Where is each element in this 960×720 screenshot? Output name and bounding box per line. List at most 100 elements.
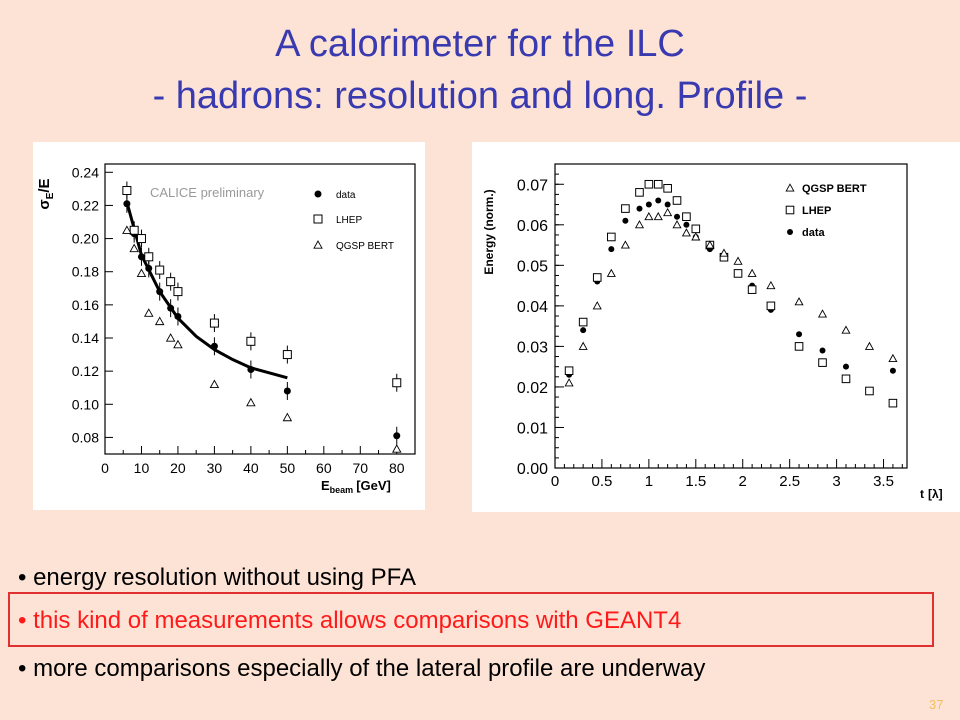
y-tick-label: 0.04: [517, 299, 548, 316]
data-point-lhep: [691, 224, 701, 234]
data-point-qgsp-bert: [606, 268, 616, 277]
data-point-data: [889, 367, 896, 374]
data-point-lhep: [653, 179, 663, 189]
data-point-lhep: [794, 342, 804, 351]
data-point-lhep: [173, 287, 183, 297]
data-point-lhep: [663, 184, 672, 193]
data-point-lhep: [818, 358, 827, 367]
data-point-data: [819, 347, 826, 354]
legend-marker: [314, 190, 322, 198]
y-tick-label: 0.10: [72, 396, 99, 412]
data-point-qgsp-bert: [794, 297, 804, 306]
data-point-data: [393, 432, 401, 440]
data-point-lhep: [841, 374, 851, 384]
legend-label: QGSP BERT: [802, 183, 867, 195]
data-point-data: [636, 205, 643, 212]
data-point-data: [167, 304, 175, 312]
legend-label: LHEP: [802, 205, 831, 217]
data-point-lhep: [672, 196, 682, 205]
data-point-qgsp-bert: [705, 240, 715, 249]
x-tick-label: 40: [243, 460, 259, 476]
data-point-data: [674, 213, 681, 220]
y-tick-label: 0.12: [72, 363, 99, 379]
data-point-qgsp-bert: [143, 308, 154, 317]
x-tick-label: 1: [645, 473, 653, 490]
data-point-lhep: [166, 277, 176, 287]
y-tick-label: 0.20: [72, 231, 99, 247]
plot-frame: [554, 163, 908, 469]
svg-text:t[λ]: t [λ]: [920, 487, 943, 501]
annotation-label: CALICE preliminary: [150, 185, 265, 200]
data-point-data: [796, 331, 803, 338]
data-point-qgsp-bert: [578, 341, 588, 350]
y-tick-label: 0.18: [72, 264, 99, 280]
legend-label: QGSP BERT: [336, 241, 394, 252]
x-tick-label: 0: [551, 473, 559, 490]
data-point-lhep: [747, 285, 757, 294]
fit-curve: [125, 201, 288, 380]
svg-text:σE/E: σE/E: [36, 178, 56, 209]
data-point-qgsp-bert: [282, 412, 293, 422]
x-tick-label: 80: [389, 460, 405, 476]
data-point-lhep: [144, 252, 154, 262]
data-point-qgsp-bert: [841, 325, 851, 334]
data-point-qgsp-bert: [691, 232, 701, 241]
data-point-qgsp-bert: [129, 243, 139, 253]
bullet-item: • more comparisons especially of the lat…: [18, 655, 706, 682]
data-point-qgsp-bert: [719, 248, 729, 257]
data-point-lhep: [392, 378, 402, 388]
data-point-data: [645, 201, 652, 208]
data-point-qgsp-bert: [634, 220, 645, 229]
bullet-item-highlighted: • this kind of measurements allows compa…: [18, 607, 682, 634]
data-point-data: [608, 246, 615, 253]
plot-frame: [104, 163, 416, 455]
data-point-data: [137, 253, 145, 261]
data-point-data: [842, 363, 849, 370]
x-tick-label: 20: [170, 460, 186, 476]
data-point-lhep: [865, 386, 874, 396]
legend-marker: [785, 183, 795, 192]
legend-marker: [785, 205, 795, 215]
data-point-qgsp-bert: [173, 339, 183, 349]
y-axis-label: σE/E: [36, 178, 56, 209]
y-tick-label: 0.02: [517, 380, 548, 397]
y-tick-label: 0.14: [72, 330, 99, 346]
legend-label: data: [802, 227, 826, 239]
x-tick-label: 60: [316, 460, 332, 476]
x-tick-label: 0: [101, 460, 109, 476]
x-tick-label: 3.5: [873, 473, 894, 490]
data-point-lhep: [578, 317, 588, 327]
data-point-qgsp-bert: [644, 211, 654, 221]
data-point-qgsp-bert: [766, 280, 776, 290]
data-point-lhep: [129, 225, 139, 235]
x-axis-label: Ebeam [GeV]: [321, 478, 391, 495]
y-tick-label: 0.03: [517, 339, 548, 356]
data-point-lhep: [888, 398, 898, 408]
data-point-data: [247, 365, 255, 373]
legend-marker: [313, 240, 323, 249]
data-point-qgsp-bert: [592, 301, 602, 310]
data-point-lhep: [621, 204, 630, 213]
data-point-lhep: [635, 188, 644, 197]
legend-label: LHEP: [336, 215, 362, 226]
resolution-chart: 0 10 20 30 40 50 60 70 80 0.08 0.10 0.12 0.14 0.16 0.1…: [33, 142, 425, 510]
data-point-qgsp-bert: [817, 309, 828, 318]
data-point-lhep: [282, 350, 292, 360]
x-tick-label: 1.5: [685, 473, 706, 490]
y-tick-label: 0.08: [72, 429, 99, 445]
data-point-qgsp-bert: [564, 378, 574, 387]
x-tick-label: 2.5: [779, 473, 800, 490]
highlight-box: [8, 592, 934, 647]
data-point-data: [123, 200, 131, 208]
data-point-lhep: [644, 179, 654, 189]
y-tick-label: 0.16: [72, 297, 99, 313]
data-point-data: [156, 288, 164, 296]
data-point-lhep: [122, 186, 132, 196]
longitudinal-profile-chart: 0 0.5 1 1.5 2 2.5 3 3.5 0.00 0.01 0.02 0.03 0.04 0.05…: [472, 142, 960, 512]
svg-text:Ebeam[GeV]: Ebeam [GeV]: [321, 478, 391, 495]
data-point-qgsp-bert: [733, 256, 743, 265]
data-point-data: [683, 221, 690, 228]
y-tick-label: 0.01: [517, 420, 548, 437]
data-point-qgsp-bert: [154, 316, 165, 326]
data-point-lhep: [607, 232, 616, 242]
